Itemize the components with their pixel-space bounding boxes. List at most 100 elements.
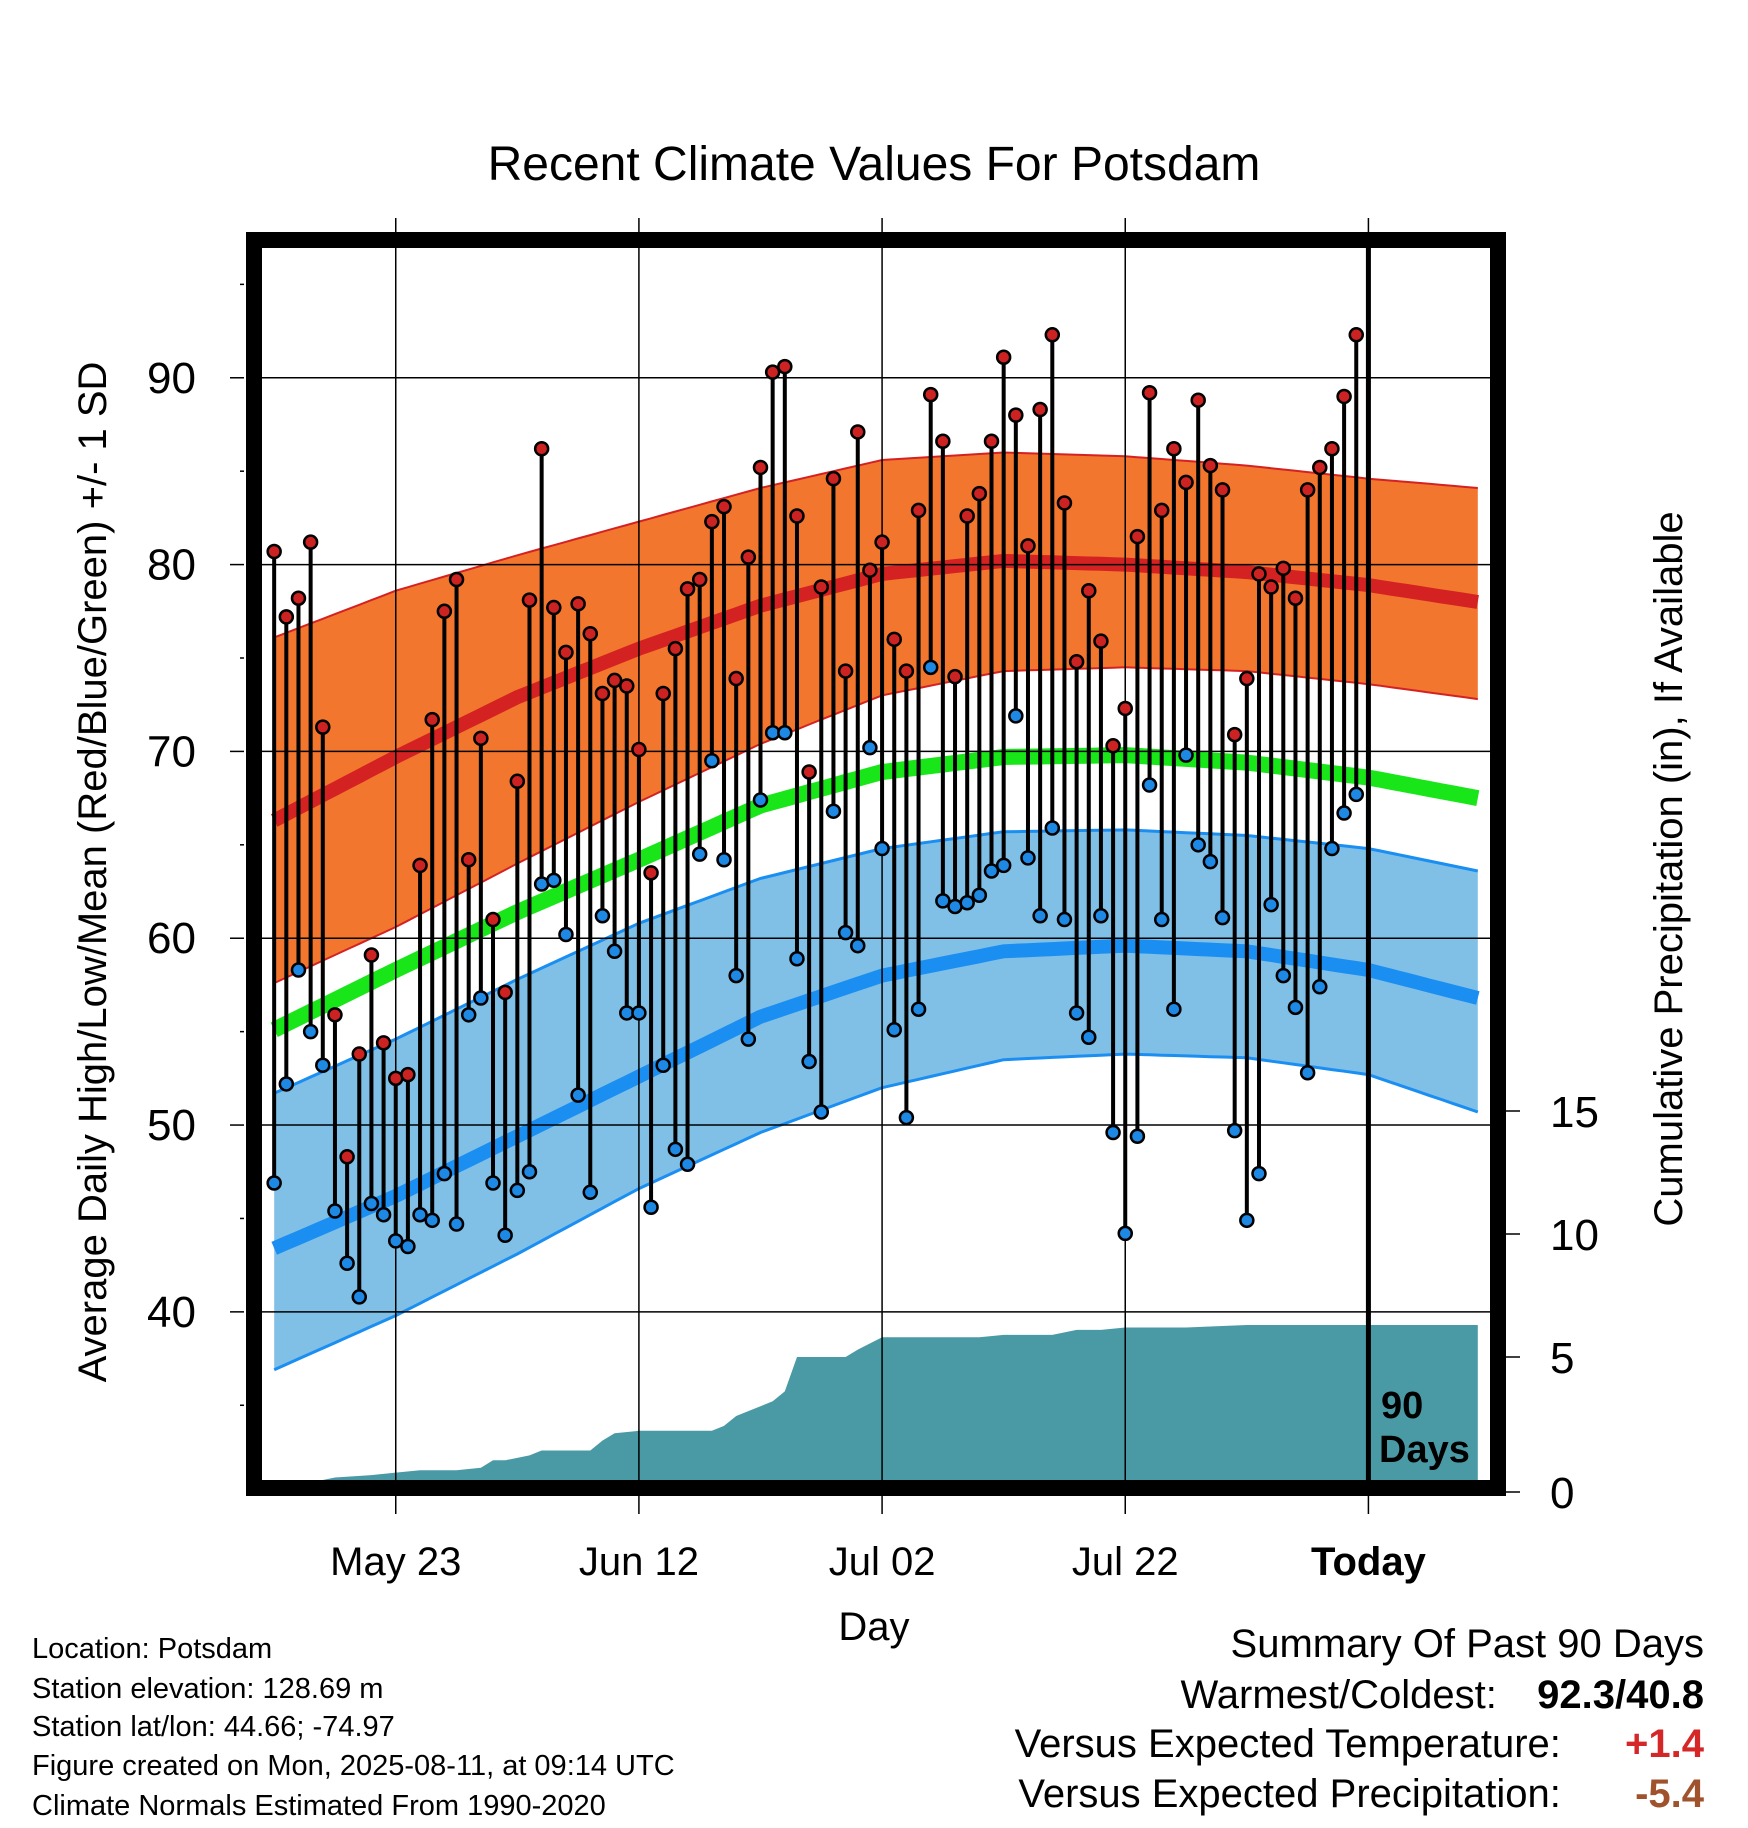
- daily-low-point: [922, 659, 939, 676]
- daily-high-point: [716, 498, 732, 515]
- daily-high-point: [1348, 327, 1365, 343]
- daily-high-point: [448, 571, 465, 588]
- daily-high-point: [728, 670, 744, 687]
- daily-high-point: [1068, 653, 1085, 670]
- daily-low-point: [497, 1227, 513, 1244]
- plot-frame: [246, 232, 1506, 1496]
- daily-high-point: [995, 349, 1012, 365]
- daily-low-point: [1141, 777, 1158, 793]
- daily-high-point: [266, 543, 282, 560]
- daily-low-point: [278, 1076, 295, 1092]
- grid-lines: [262, 247, 1490, 1480]
- daily-high-point: [1178, 474, 1194, 491]
- daily-low-point: [1226, 1122, 1243, 1139]
- x-tick-label: Jun 12: [579, 1540, 699, 1584]
- summary-temp-row: Versus Expected Temperature: +1.4: [1015, 1722, 1704, 1767]
- summary-warmest-label: Warmest/Coldest:: [1180, 1673, 1497, 1717]
- daily-high-point: [752, 459, 769, 476]
- daily-low-point: [910, 1001, 927, 1017]
- daily-high-point: [1336, 388, 1352, 405]
- daily-high-point: [874, 534, 890, 550]
- precipitation-area: [274, 1325, 1478, 1480]
- daily-low-point: [643, 1199, 659, 1215]
- y-axis-label: Average Daily High/Low/Mean (Red/Blue/Gr…: [71, 362, 115, 1383]
- daily-high-point: [777, 358, 793, 375]
- daily-high-point: [339, 1149, 355, 1165]
- daily-low-point: [1166, 1001, 1182, 1017]
- summary-temp-label: Versus Expected Temperature:: [1014, 1722, 1561, 1766]
- daily-low-point: [266, 1175, 282, 1191]
- daily-high-point: [1251, 566, 1267, 582]
- y-tick-label: 70: [147, 727, 196, 776]
- daily-low-point: [801, 1053, 817, 1070]
- daily-low-point: [302, 1023, 319, 1040]
- daily-high-point: [679, 581, 696, 597]
- daily-high-point: [850, 424, 866, 440]
- daily-low-point: [582, 1184, 599, 1201]
- daily-low-point: [825, 803, 842, 819]
- daily-low-point: [339, 1255, 355, 1272]
- daily-low-point: [752, 792, 769, 808]
- summary-title: Summary Of Past 90 Days: [1230, 1622, 1704, 1666]
- daily-low-point: [473, 990, 489, 1006]
- low-sd-lower-edge: [273, 1052, 1479, 1372]
- daily-low-point: [594, 908, 611, 924]
- daily-high-point: [290, 590, 307, 606]
- daily-high-point: [533, 441, 550, 457]
- daily-low-point: [327, 1203, 343, 1219]
- daily-high-point: [1312, 459, 1328, 476]
- daily-low-point: [1093, 908, 1109, 924]
- daily-low-point: [1348, 786, 1365, 803]
- daily-low-point: [558, 926, 574, 943]
- x-tick-label: May 23: [330, 1540, 461, 1584]
- daily-high-point: [570, 596, 586, 612]
- daily-low-point: [837, 924, 854, 941]
- high-sd-band: [274, 452, 1478, 984]
- daily-high-point: [1081, 582, 1097, 599]
- daily-high-point: [1324, 441, 1340, 457]
- daily-low-point: [290, 962, 307, 978]
- daily-low-point: [777, 724, 793, 741]
- y2-tick-label: 10: [1550, 1211, 1599, 1260]
- daily-low-point: [850, 937, 866, 954]
- daily-low-point: [679, 1156, 696, 1173]
- daily-low-point: [631, 1005, 647, 1021]
- y-tick-label: 60: [147, 914, 196, 963]
- summary-warmest-value: 92.3: [1537, 1673, 1616, 1717]
- daily-low-point: [704, 753, 720, 769]
- info-created: Figure created on Mon, 2025-08-11, at 09…: [32, 1750, 675, 1782]
- x-tick-label: Jul 22: [1072, 1540, 1179, 1584]
- daily-high-point: [1105, 738, 1121, 754]
- summary-temp-value: +1.4: [1625, 1722, 1704, 1766]
- daily-high-point: [935, 433, 951, 450]
- daily-high-point: [582, 625, 599, 642]
- daily-high-point: [473, 730, 489, 747]
- chart-title: Recent Climate Values For Potsdam: [488, 138, 1261, 191]
- daily-low-point: [570, 1087, 586, 1103]
- daily-high-point: [1032, 401, 1048, 418]
- daily-high-point: [655, 685, 671, 702]
- daily-high-point: [1153, 502, 1170, 519]
- daily-high-point: [740, 549, 757, 565]
- daily-low-point: [509, 1182, 526, 1199]
- normal-high-line: [270, 553, 1479, 827]
- daily-low-point: [971, 887, 988, 904]
- daily-low-point: [1153, 911, 1170, 928]
- daily-high-point: [278, 609, 295, 625]
- daily-high-point: [837, 663, 854, 679]
- cumulative-precip-area: [274, 1325, 1478, 1480]
- daily-low-point: [667, 1141, 684, 1158]
- y2-tick-label: 0: [1550, 1469, 1574, 1518]
- daily-high-point: [363, 947, 380, 963]
- high-sd-upper-edge: [273, 451, 1478, 639]
- daily-high-point: [631, 741, 647, 758]
- normal-mean-line: [270, 747, 1480, 1037]
- daily-high-point: [424, 711, 440, 728]
- daily-low-point: [315, 1057, 331, 1074]
- daily-low-point: [716, 852, 732, 868]
- daily-high-point: [667, 640, 684, 657]
- daily-low-point: [691, 846, 708, 862]
- summary-coldest-value: 40.8: [1626, 1673, 1704, 1717]
- daily-low-point: [813, 1104, 830, 1120]
- daily-high-point: [1056, 495, 1073, 511]
